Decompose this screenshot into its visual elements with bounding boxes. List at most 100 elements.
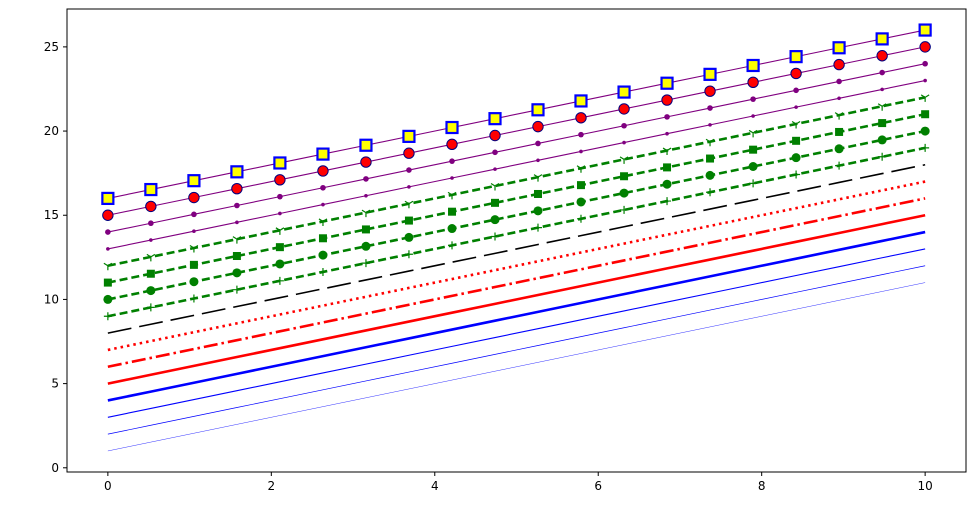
series-14-point-8 [446,138,458,151]
series-13-point-18 [879,69,885,76]
series-markers [101,23,932,321]
series-10-point-13 [663,163,672,172]
series-line-13 [107,63,926,233]
series-line-7 [107,163,926,334]
series-14-point-6 [360,156,372,168]
series-13-point-5 [320,184,326,191]
series-9-point-16 [791,153,801,163]
series-8-point-5 [318,267,327,276]
series-13-point-14 [707,105,713,111]
series-line-14 [107,46,926,216]
series-10-point-16 [792,136,801,145]
series-12-point-17 [837,96,841,101]
series-11-point-7 [404,200,414,209]
series-13-point-17 [836,78,842,85]
series-12-point-8 [450,176,454,180]
series-13-point-2 [191,211,197,218]
series-15-point-8 [445,120,459,135]
series-12-point-13 [665,131,669,136]
y-tick-label-20: 20 [44,124,59,138]
series-13-point-6 [363,176,369,182]
series-11-point-13 [662,147,672,156]
series-15-point-12 [617,85,631,99]
series-10-point-0 [103,278,112,287]
y-tick-label-15: 15 [44,208,59,222]
series-15-point-6 [359,138,373,152]
series-11-point-4 [275,227,285,235]
plot-frame [66,8,967,473]
series-15-point-5 [316,147,330,161]
series-15-point-1 [144,182,158,197]
x-tick-label-10: 10 [917,479,932,493]
axes: 0 2 4 6 8 10 0 5 10 15 20 25 [44,8,967,493]
series-11-point-16 [791,120,801,129]
series-11-point-14 [705,138,715,147]
series-14-point-9 [489,129,501,142]
series-10-point-7 [404,216,413,225]
series-15-point-0 [101,191,115,206]
series-8-point-2 [189,294,198,303]
series-14-point-1 [145,200,157,213]
series-15-point-16 [789,50,803,64]
series-10-point-6 [361,225,370,234]
series-9-point-19 [920,126,930,136]
series-12-point-18 [880,87,884,92]
series-12-point-0 [106,247,110,251]
series-8-point-17 [835,161,844,170]
series-10-point-8 [448,207,457,216]
series-13-point-1 [148,220,154,227]
y-tick-label-10: 10 [44,292,59,306]
series-line-12 [107,80,926,250]
series-14-point-3 [231,182,243,195]
series-8-point-15 [749,179,758,188]
series-13-point-11 [578,131,584,138]
series-8-point-1 [146,303,155,312]
series-8-point-0 [103,312,112,321]
series-lines [107,29,926,452]
series-14-point-17 [833,58,845,71]
series-line-3 [107,230,926,402]
series-8-point-14 [706,188,715,197]
series-14-point-14 [704,85,716,97]
series-15-point-10 [531,103,545,117]
series-15-point-15 [746,58,760,73]
series-8-point-12 [620,205,629,214]
series-9-point-1 [146,286,156,296]
series-11-point-10 [533,174,543,182]
series-13-point-8 [449,158,455,164]
series-14-point-7 [403,147,415,159]
series-11-point-8 [447,191,457,200]
series-9-point-13 [662,179,672,189]
series-12-point-19 [923,78,927,83]
series-11-point-12 [619,156,629,164]
series-9-point-4 [275,259,285,269]
series-8-point-10 [533,223,542,232]
series-14-point-15 [747,76,759,89]
series-15-point-18 [875,32,889,46]
y-tick-label-5: 5 [51,377,59,391]
series-10-point-9 [491,198,500,207]
series-line-4 [107,213,926,385]
series-10-point-2 [189,260,198,269]
series-15-point-14 [703,67,717,81]
series-10-point-18 [878,119,887,128]
series-8-point-13 [663,197,672,206]
x-tick-label-8: 8 [758,479,766,493]
series-14-point-2 [188,191,200,204]
x-tick-label-2: 2 [267,479,275,493]
series-13-point-13 [664,114,670,120]
series-11-point-1 [146,253,156,262]
series-9-point-10 [533,206,543,216]
series-9-point-14 [705,170,715,180]
series-10-point-11 [576,181,585,190]
series-14-point-13 [661,94,673,106]
series-13-point-9 [492,149,498,156]
series-14-point-19 [919,41,931,53]
series-14-point-18 [876,50,888,62]
series-14-point-11 [575,112,587,124]
series-12-point-12 [622,140,626,145]
series-line-9 [107,129,926,301]
series-15-point-19 [918,23,932,37]
series-12-point-10 [536,158,540,163]
series-15-point-2 [187,174,201,188]
